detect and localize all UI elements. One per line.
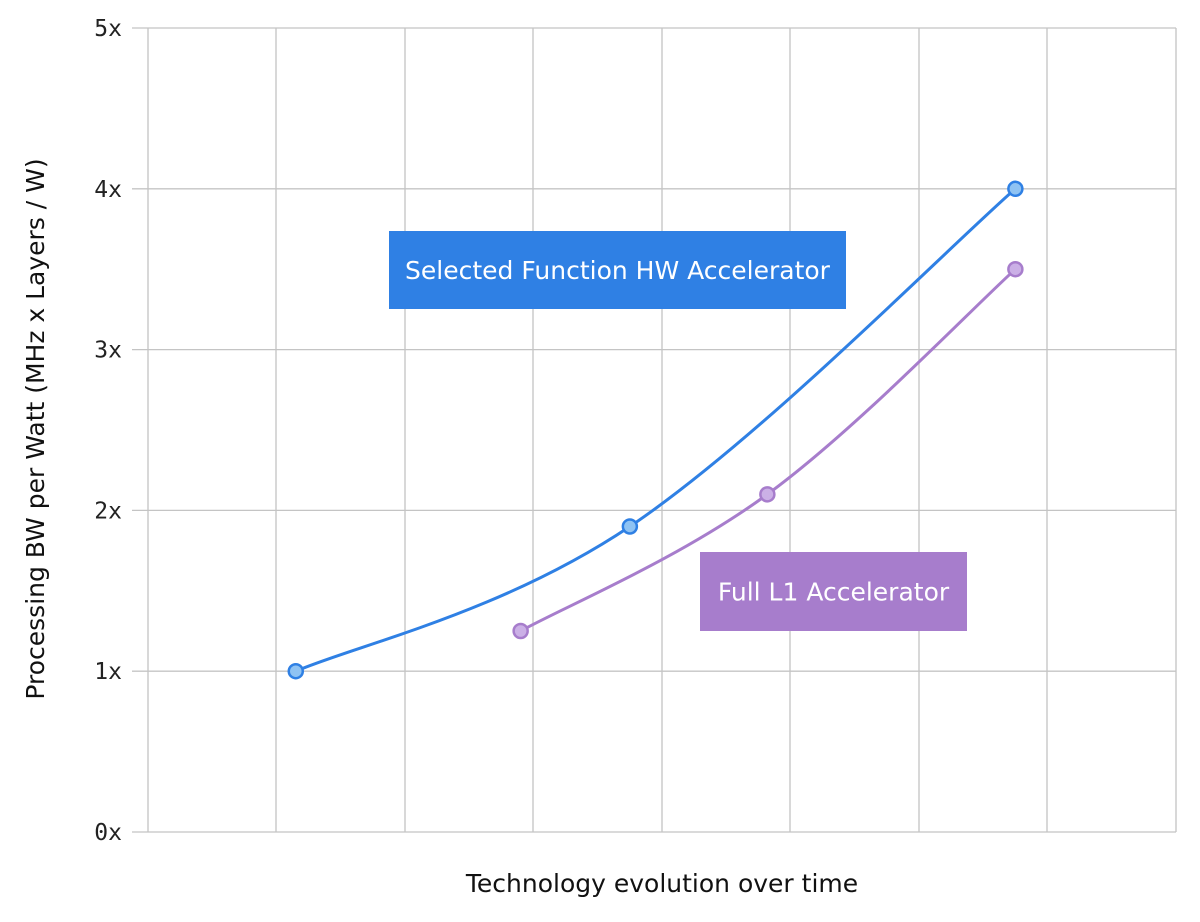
y-axis-title: Processing BW per Watt (MHz x Layers / W… <box>21 158 50 699</box>
series-labels: Selected Function HW Accelerator Full L1 … <box>389 231 967 631</box>
series-label-text: Full L1 Accelerator <box>718 578 950 607</box>
grid <box>132 27 1177 833</box>
y-tick-label: 1x <box>94 659 122 685</box>
series <box>287 180 1024 680</box>
series-label-background <box>700 552 967 631</box>
y-tick-label: 3x <box>94 338 122 364</box>
series-label-box-1: Selected Function HW Accelerator <box>389 231 846 309</box>
y-tick-labels: 0x 1x 2x 3x 4x 5x <box>94 16 122 846</box>
data-point <box>1007 260 1024 278</box>
y-tick-label: 0x <box>94 820 122 846</box>
series-label-background <box>389 231 846 309</box>
data-point <box>1007 180 1024 198</box>
x-axis-title: Technology evolution over time <box>465 869 858 898</box>
y-tick-label: 2x <box>94 498 122 524</box>
series-label-text: Selected Function HW Accelerator <box>405 256 831 285</box>
series-label-box-2: Full L1 Accelerator <box>700 552 967 631</box>
data-point <box>512 622 529 640</box>
y-tick-label: 5x <box>94 16 122 42</box>
data-point <box>287 662 305 680</box>
series-line-1 <box>294 187 1017 673</box>
data-point <box>621 518 639 535</box>
data-point <box>759 486 776 503</box>
y-tick-label: 4x <box>94 177 122 203</box>
